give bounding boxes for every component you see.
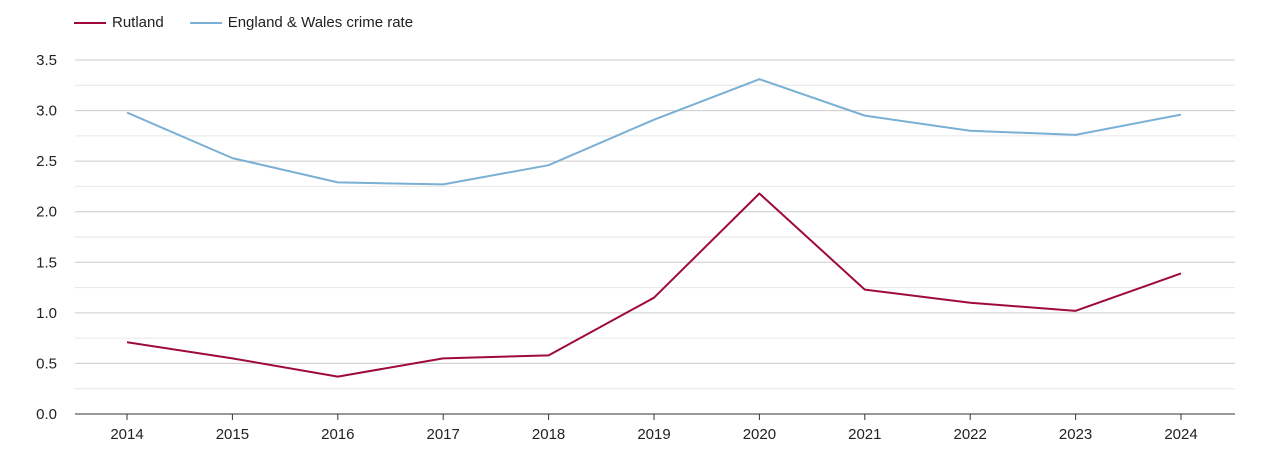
y-tick-label: 2.5 bbox=[36, 153, 57, 170]
legend-label-england-wales: England & Wales crime rate bbox=[227, 14, 414, 31]
x-tick-label: 2017 bbox=[427, 426, 460, 443]
x-tick-label: 2024 bbox=[1164, 426, 1197, 443]
x-tick-label: 2023 bbox=[1059, 426, 1092, 443]
x-tick-label: 2014 bbox=[110, 426, 143, 443]
legend-label-rutland: Rutland bbox=[112, 14, 164, 31]
y-tick-label: 3.5 bbox=[36, 52, 57, 69]
legend-item-england-wales[interactable]: England & Wales crime rate bbox=[189, 14, 414, 31]
series-line-rutland[interactable] bbox=[126, 192, 1182, 378]
x-tick-label: 2016 bbox=[321, 426, 354, 443]
y-tick-label: 3.0 bbox=[36, 103, 57, 120]
y-tick-label: 2.0 bbox=[36, 204, 57, 221]
legend-swatch-england-wales bbox=[189, 21, 222, 24]
legend-item-rutland[interactable]: Rutland bbox=[74, 14, 164, 31]
x-tick-label: 2015 bbox=[216, 426, 249, 443]
x-tick-label: 2021 bbox=[848, 426, 881, 443]
x-tick-label: 2018 bbox=[532, 426, 565, 443]
y-tick-label: 0.5 bbox=[36, 355, 57, 372]
x-tick-label: 2019 bbox=[637, 426, 670, 443]
y-tick-label: 1.5 bbox=[36, 254, 57, 271]
legend: Rutland England & Wales crime rate bbox=[74, 14, 439, 31]
x-tick-label: 2020 bbox=[743, 426, 776, 443]
series-line-england-wales[interactable] bbox=[126, 78, 1182, 186]
legend-swatch-rutland bbox=[74, 21, 106, 24]
y-tick-label: 0.0 bbox=[36, 406, 57, 423]
y-tick-label: 1.0 bbox=[36, 305, 57, 322]
x-tick-label: 2022 bbox=[954, 426, 987, 443]
